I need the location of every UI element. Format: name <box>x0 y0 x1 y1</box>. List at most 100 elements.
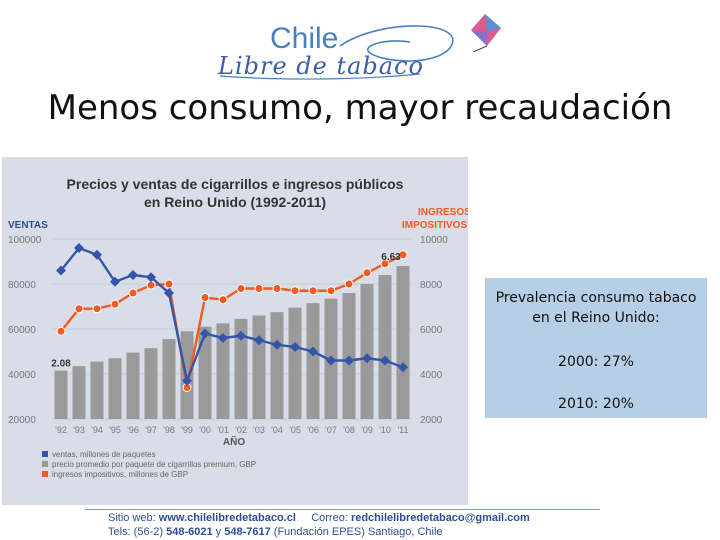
x-tick-label: '07 <box>325 425 337 435</box>
ventas-point <box>236 330 246 341</box>
legend-swatch-ventas <box>42 451 48 457</box>
x-tick-label: '02 <box>235 425 247 435</box>
x-tick-label: '10 <box>379 425 391 435</box>
price-bar <box>306 303 320 419</box>
left-tick-label: 20000 <box>8 415 36 426</box>
info-line-2010: 2010: 20% <box>558 396 634 412</box>
price-bar <box>162 339 176 419</box>
right-tick-label: 8000 <box>420 280 443 291</box>
ventas-point <box>182 375 192 386</box>
ventas-point <box>146 272 156 283</box>
ingresos-point <box>218 295 228 305</box>
price-bar <box>144 348 158 419</box>
x-tick-label: '99 <box>181 425 193 435</box>
footer-tel-label: Tels: (56-2) <box>108 526 164 538</box>
x-tick-label: '01 <box>217 425 229 435</box>
price-bar <box>234 318 248 419</box>
ingresos-point <box>398 250 408 260</box>
right-axis-label-2: IMPOSITIVOS <box>402 220 467 231</box>
ventas-point <box>218 333 228 343</box>
footer-web-label: Sitio web: <box>108 512 156 524</box>
ingresos-point <box>56 326 66 336</box>
logo-chile: Chile <box>270 22 339 55</box>
footer-web-link[interactable]: www.chilelibredetabaco.cl <box>158 512 296 524</box>
chart-title-line1: Precios y ventas de cigarrillos e ingres… <box>67 176 404 192</box>
x-tick-label: '03 <box>253 425 265 435</box>
legend-swatch-ingresos <box>42 471 48 477</box>
left-tick-label: 80000 <box>8 280 36 291</box>
left-tick-label: 100000 <box>8 235 42 246</box>
right-tick-label: 6000 <box>420 325 443 336</box>
x-tick-label: '97 <box>145 425 157 435</box>
x-tick-label: '11 <box>397 425 408 435</box>
ventas-point <box>164 288 174 298</box>
x-tick-label: '98 <box>163 425 175 435</box>
price-bar <box>396 266 410 419</box>
price-bar <box>378 275 392 419</box>
chart-panel: Precios y ventas de cigarrillos e ingres… <box>2 157 468 505</box>
ventas-point <box>398 362 408 373</box>
price-bar <box>270 312 284 419</box>
ventas-point <box>380 355 390 366</box>
price-bar <box>72 366 86 419</box>
x-tick-label: '04 <box>271 425 283 435</box>
ingresos-point <box>146 280 156 290</box>
x-tick-label: '00 <box>199 425 211 435</box>
ventas-point <box>128 270 138 280</box>
ingresos-point <box>380 259 390 269</box>
legend-precio: precio promedio por paquete de cigarrill… <box>52 460 256 469</box>
ventas-point <box>272 339 282 350</box>
ventas-point <box>254 335 264 346</box>
ingresos-point <box>344 279 354 289</box>
ingresos-point <box>236 284 246 293</box>
x-tick-label: '08 <box>343 425 355 435</box>
footer-divider <box>85 509 600 510</box>
x-axis-label: AÑO <box>223 435 245 448</box>
info-box: Prevalencia consumo tabaco en el Reino U… <box>485 278 707 418</box>
left-axis-label: VENTAS <box>8 220 48 231</box>
footer-tel-and: y <box>215 526 222 538</box>
x-tick-label: '93 <box>73 425 85 435</box>
footer: Sitio web: www.chilelibredetabaco.cl Cor… <box>0 506 720 540</box>
footer-mail-link[interactable]: redchilelibredetabaco@gmail.com <box>350 512 530 524</box>
price-label-last: 6.63 <box>381 252 401 263</box>
legend-ventas: ventas, millones de paquetes <box>52 450 156 459</box>
chart-title-line2: en Reino Unido (1992-2011) <box>144 194 326 210</box>
ingresos-point <box>92 304 102 314</box>
ventas-point <box>92 249 102 260</box>
x-tick-label: '06 <box>307 425 319 435</box>
price-bar <box>360 284 374 419</box>
ventas-point <box>200 328 210 339</box>
footer-contact-line: Sitio web: www.chilelibredetabaco.cl Cor… <box>108 512 530 524</box>
price-bar <box>108 358 122 419</box>
kite-icon <box>471 14 501 52</box>
right-tick-label: 10000 <box>420 235 448 246</box>
footer-tel-2: 548-7617 <box>224 526 271 538</box>
ingresos-point <box>164 279 174 289</box>
price-bar <box>90 361 104 419</box>
x-tick-label: '96 <box>127 425 139 435</box>
legend-ingresos: ingresos impositivos, millones de GBP <box>52 470 188 479</box>
ingresos-point <box>308 286 318 296</box>
x-tick-label: '05 <box>289 425 301 435</box>
price-bar <box>126 352 140 419</box>
ingresos-point <box>254 284 264 293</box>
legend-swatch-precio <box>42 461 48 467</box>
footer-phone-line: Tels: (56-2) 548-6021 y 548-7617 (Fundac… <box>108 526 443 538</box>
price-label-first: 2.08 <box>51 359 71 370</box>
x-tick-label: '94 <box>91 425 103 435</box>
ventas-point <box>326 355 336 366</box>
ingresos-point <box>290 286 300 296</box>
ingresos-point <box>326 286 336 296</box>
left-tick-label: 60000 <box>8 325 36 336</box>
ingresos-point <box>272 284 282 293</box>
footer-tel-1: 548-6021 <box>166 526 213 538</box>
ingresos-point <box>362 268 372 278</box>
x-tick-label: '95 <box>109 425 121 435</box>
info-line-2000: 2000: 27% <box>558 354 634 370</box>
chart: Precios y ventas de cigarrillos e ingres… <box>8 176 468 479</box>
ventas-point <box>290 342 300 352</box>
logo-swirl <box>219 25 454 80</box>
ingresos-point <box>74 304 84 314</box>
price-bar <box>252 315 266 419</box>
